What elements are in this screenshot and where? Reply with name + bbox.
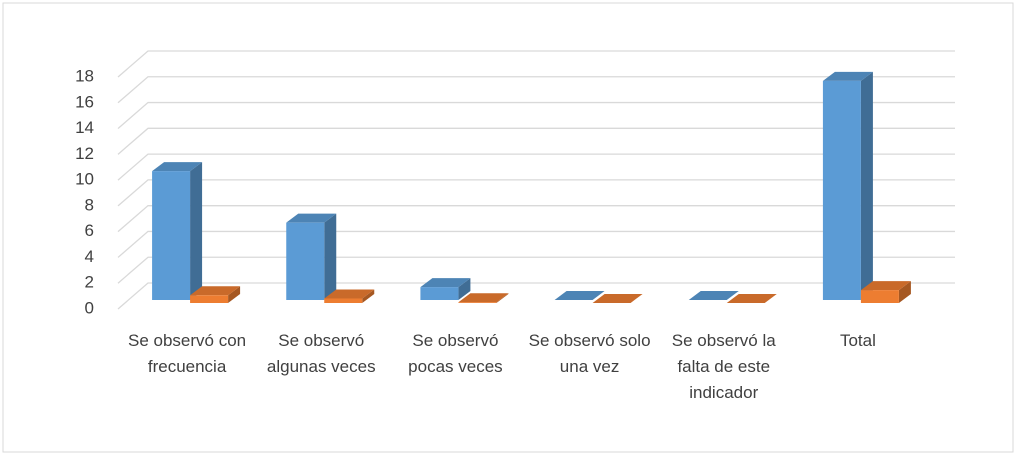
- bar-side: [496, 293, 509, 303]
- x-tick-label: Se observó algunas veces: [266, 331, 376, 376]
- y-tick-label: 4: [85, 247, 94, 266]
- bar-front: [190, 295, 229, 303]
- grid-line: [117, 179, 955, 207]
- y-tick-label: 16: [75, 92, 94, 111]
- bar-side: [898, 281, 911, 303]
- bar-side: [324, 213, 337, 300]
- grid-line: [117, 76, 955, 104]
- y-tick-label: 18: [75, 66, 94, 85]
- bar-side: [228, 286, 241, 303]
- bar-front: [458, 302, 497, 303]
- bar-side: [860, 71, 873, 300]
- bar: [822, 71, 873, 300]
- y-tick-label: 2: [85, 273, 94, 292]
- grid-line: [117, 230, 955, 258]
- bar-top: [324, 289, 375, 299]
- y-tick-label: 12: [75, 144, 94, 163]
- y-tick-label: 10: [75, 170, 94, 189]
- bar-front: [420, 287, 459, 300]
- bar-front: [822, 80, 861, 300]
- bar: [554, 291, 605, 300]
- bar-top: [554, 291, 605, 300]
- bar: [688, 291, 739, 300]
- grid-line: [117, 256, 955, 284]
- bar-top: [286, 213, 337, 223]
- bar: [286, 213, 337, 300]
- bar: [152, 162, 203, 300]
- x-tick-label: Se observó la falta de este indicador: [671, 331, 776, 402]
- x-tick-label: Total: [839, 331, 876, 350]
- bar-top: [592, 294, 643, 303]
- y-tick-label: 6: [85, 221, 94, 240]
- bar: [726, 294, 777, 303]
- bar-side: [458, 278, 471, 300]
- bar-front: [152, 171, 191, 300]
- bar-front: [860, 290, 899, 303]
- grid-line: [117, 205, 955, 233]
- bar-top: [726, 294, 777, 303]
- grid-line: [117, 282, 955, 310]
- y-tick-label: 8: [85, 195, 94, 214]
- bar-top: [822, 71, 873, 81]
- bar: [324, 289, 375, 303]
- bar-top: [420, 278, 471, 288]
- bar: [860, 281, 911, 303]
- bar-top: [152, 162, 203, 172]
- bar-top: [860, 281, 911, 291]
- bar-top: [458, 293, 509, 303]
- y-tick-label: 0: [85, 298, 94, 317]
- bar: [420, 278, 471, 300]
- bar-front: [324, 298, 363, 303]
- bar-front: [286, 222, 325, 300]
- grid-line: [117, 127, 955, 155]
- bar-side: [362, 289, 375, 303]
- grid-line: [117, 50, 955, 78]
- bar: [592, 294, 643, 303]
- x-tick-label: Se observó pocas veces: [408, 331, 503, 376]
- y-tick-label: 14: [75, 118, 94, 137]
- bar-top: [190, 286, 241, 296]
- x-tick-label: Se observó con frecuencia: [128, 331, 247, 376]
- grid-line: [117, 101, 955, 130]
- grid-line: [117, 153, 955, 181]
- bar-top: [688, 291, 739, 300]
- bar: [458, 293, 509, 303]
- bar-side: [190, 162, 203, 300]
- x-tick-label: Se observó solo una vez: [528, 331, 651, 376]
- bar: [190, 286, 241, 303]
